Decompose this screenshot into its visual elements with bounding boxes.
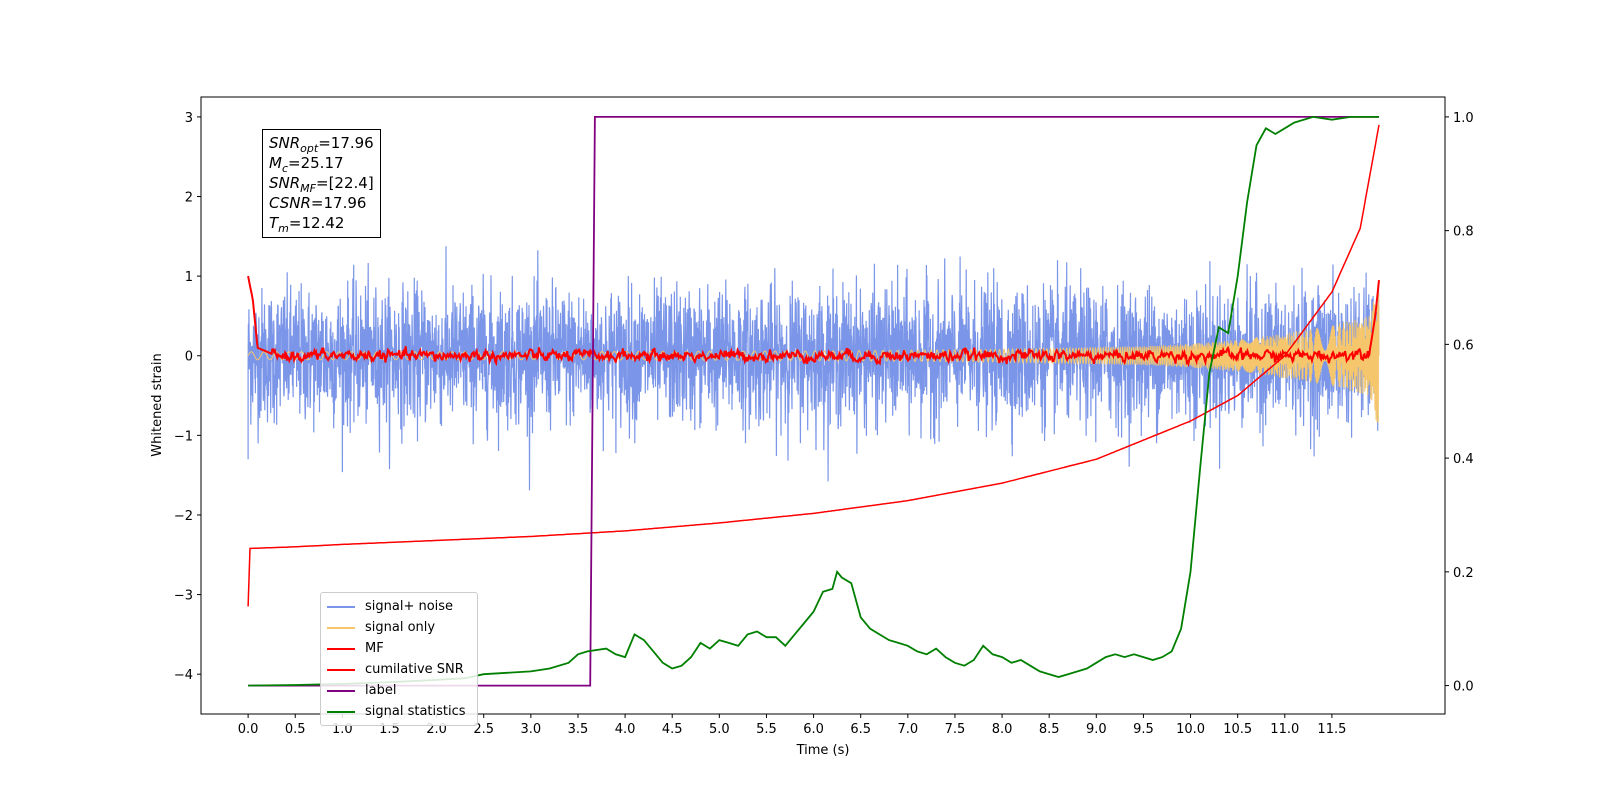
y-tick-label: 3 [185,111,193,126]
y-tick-label: −2 [174,509,193,524]
y2-tick-label: 0.8 [1453,225,1474,240]
y2-tick-label: 0.2 [1453,566,1474,581]
legend-swatch-signal-only [327,626,355,629]
x-tick-label: 0.5 [285,722,306,737]
x-tick-label: 8.0 [992,722,1013,737]
tm-value: =12.42 [288,214,345,232]
x-tick-label: 4.5 [662,722,683,737]
x-tick-label: 11.5 [1317,722,1346,737]
snr-opt-value: =17.96 [318,134,374,152]
y-tick-label: −4 [174,668,193,683]
x-tick-label: 9.5 [1133,722,1154,737]
legend-swatch-mf [327,647,355,650]
x-tick-label: 9.0 [1086,722,1107,737]
x-tick-label: 3.5 [568,722,589,737]
x-tick-label: 10.5 [1223,722,1252,737]
x-tick-label: 6.0 [803,722,824,737]
x-tick-label: 5.0 [709,722,730,737]
x-tick-label: 11.0 [1270,722,1299,737]
x-tick-label: 8.5 [1039,722,1060,737]
csnr-value: =17.96 [310,194,367,212]
y2-tick-label: 0.0 [1453,680,1474,695]
series-cumulative-snr-line [247,124,1380,607]
legend-item-cumulative-snr: cumilative SNR [321,659,477,680]
x-tick-label: 2.5 [473,722,494,737]
series-mf-line [247,275,1380,368]
x-tick-label: 5.5 [756,722,777,737]
mc-line: Mc=25.17 [269,154,344,175]
legend-label-cumulative-snr: cumilative SNR [365,662,464,677]
snr-opt-line: SNRopt=17.96 [269,134,374,155]
x-tick-label: 10.0 [1176,722,1205,737]
series-signal-statistics-line [248,115,1379,687]
legend-item-signal-statistics: signal statistics [321,701,477,722]
x-tick-label: 4.0 [615,722,636,737]
y2-tick-label: 0.4 [1453,452,1474,467]
tm-line: Tm=12.42 [269,214,345,235]
plot-frame [200,96,1446,715]
y2-tick-label: 0.6 [1453,338,1474,353]
legend-swatch-signal-statistics [327,710,355,713]
csnr-line: CSNR=17.96 [269,194,367,212]
legend-swatch-cumulative-snr [327,668,355,671]
snr-mf-value: =[22.4] [316,174,374,192]
x-tick-label: 3.0 [521,722,542,737]
series-layer [247,115,1380,687]
snr-mf-line: SNRMF=[22.4] [269,174,374,195]
y-tick-label: 2 [185,191,193,206]
legend: signal+ noise signal only MF cumilative … [320,592,478,726]
y2-tick-label: 1.0 [1453,111,1474,126]
legend-item-label: label [321,680,477,701]
legend-label-signal-only: signal only [365,620,436,635]
y-axis-label: Whitened strain [150,353,165,456]
x-tick-label: 6.5 [850,722,871,737]
y-axis-right: 1.0 0.8 0.6 0.4 0.2 0.0 [1445,111,1474,695]
x-tick-label: 7.0 [897,722,918,737]
legend-item-mf: MF [321,638,477,659]
legend-swatch-signal-noise [327,605,355,608]
y-tick-label: −1 [174,429,193,444]
x-tick-label: 7.5 [945,722,966,737]
stats-annotation: SNRopt=17.96 Mc=25.17 SNRMF=[22.4] CSNR=… [262,129,381,238]
mc-value: =25.17 [288,154,344,172]
legend-label-label: label [365,683,397,698]
legend-item-signal-only: signal only [321,617,477,638]
legend-label-signal-statistics: signal statistics [365,704,466,719]
legend-item-signal-noise: signal+ noise [321,596,477,617]
legend-label-signal-noise: signal+ noise [365,599,454,614]
y-axis-left: 3 2 1 0 −1 −2 −3 −4 [174,111,201,683]
legend-label-mf: MF [365,641,384,656]
legend-swatch-label [327,689,355,692]
x-tick-label: 0.0 [238,722,259,737]
y-tick-label: −3 [174,589,193,604]
y-tick-label: 0 [185,350,193,365]
x-axis-label: Time (s) [796,743,850,758]
y-tick-label: 1 [185,270,193,285]
